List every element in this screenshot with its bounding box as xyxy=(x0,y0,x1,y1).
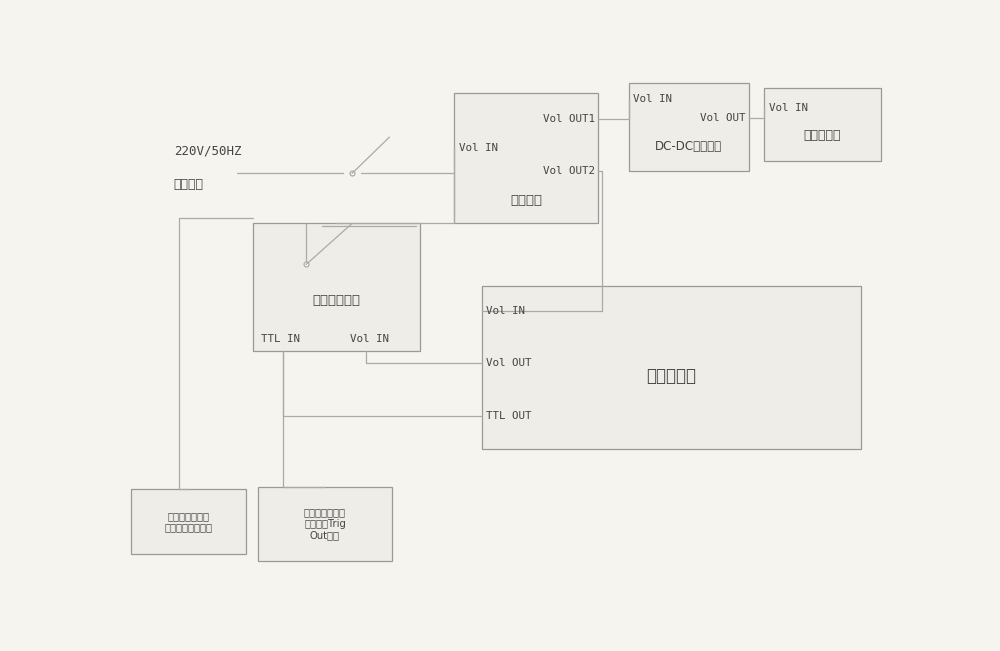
Text: 开关电源: 开关电源 xyxy=(510,193,542,206)
Bar xyxy=(253,223,420,352)
Text: Vol IN: Vol IN xyxy=(769,103,808,113)
Text: Vol OUT: Vol OUT xyxy=(486,357,532,368)
Text: Vol OUT1: Vol OUT1 xyxy=(543,114,595,124)
Bar xyxy=(454,93,598,223)
Text: 继电导通模块: 继电导通模块 xyxy=(312,294,360,307)
Bar xyxy=(482,286,861,449)
Bar xyxy=(131,489,246,555)
Text: 可调衰减器: 可调衰减器 xyxy=(804,129,841,142)
Text: 射频链路切换装
置前面板电源接口: 射频链路切换装 置前面板电源接口 xyxy=(165,511,213,533)
Text: 220V/50HZ: 220V/50HZ xyxy=(174,145,241,158)
Bar xyxy=(629,83,749,171)
Text: Vol IN: Vol IN xyxy=(350,333,389,344)
Text: TTL OUT: TTL OUT xyxy=(486,411,532,421)
Text: Vol IN: Vol IN xyxy=(486,305,525,316)
Text: Vol OUT: Vol OUT xyxy=(700,113,746,123)
Bar xyxy=(258,487,392,561)
Text: TTL IN: TTL IN xyxy=(261,333,300,344)
Text: 射频链路切换装
置后面板Trig
Out接口: 射频链路切换装 置后面板Trig Out接口 xyxy=(304,507,346,540)
Text: 控制电路板: 控制电路板 xyxy=(646,367,696,385)
Bar xyxy=(764,88,881,161)
Text: 交流输入: 交流输入 xyxy=(174,178,204,191)
Text: Vol IN: Vol IN xyxy=(459,143,498,153)
Text: DC-DC稳压模块: DC-DC稳压模块 xyxy=(655,140,722,153)
Text: Vol OUT2: Vol OUT2 xyxy=(543,167,595,176)
Text: Vol IN: Vol IN xyxy=(633,94,672,104)
